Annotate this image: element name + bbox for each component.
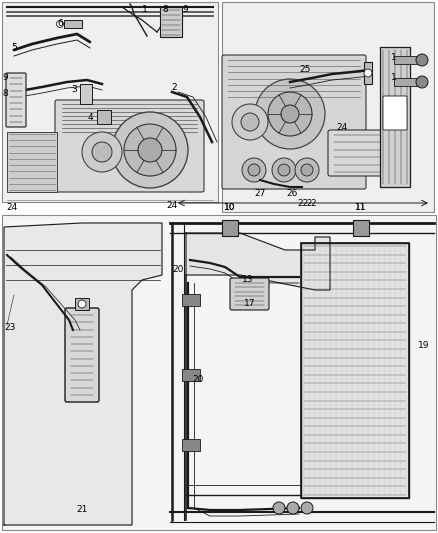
Circle shape — [272, 158, 296, 182]
Circle shape — [82, 132, 122, 172]
Bar — [222, 220, 238, 236]
Bar — [301, 243, 409, 498]
Text: 19: 19 — [418, 341, 430, 350]
Text: 24: 24 — [7, 203, 18, 212]
Circle shape — [416, 76, 428, 88]
Text: 24: 24 — [336, 123, 348, 132]
Text: 1: 1 — [391, 72, 397, 82]
Text: 1: 1 — [142, 5, 148, 14]
Bar — [222, 2, 434, 212]
Polygon shape — [4, 223, 162, 525]
Text: 9: 9 — [2, 72, 8, 82]
Text: 9: 9 — [182, 5, 188, 14]
Circle shape — [92, 142, 112, 162]
FancyBboxPatch shape — [7, 132, 57, 192]
Text: 22: 22 — [297, 198, 309, 207]
Text: 22: 22 — [307, 198, 317, 207]
Bar — [2, 215, 436, 530]
Text: 3: 3 — [71, 85, 77, 94]
Bar — [353, 220, 369, 236]
Circle shape — [287, 502, 299, 514]
Text: 6: 6 — [57, 20, 63, 28]
Circle shape — [78, 300, 86, 308]
Circle shape — [301, 502, 313, 514]
Bar — [97, 110, 111, 124]
Text: 2: 2 — [171, 84, 177, 93]
Bar — [182, 369, 200, 381]
Circle shape — [278, 164, 290, 176]
Circle shape — [364, 69, 372, 77]
Text: 20: 20 — [192, 376, 204, 384]
Circle shape — [232, 104, 268, 140]
Circle shape — [268, 92, 312, 136]
Text: 25: 25 — [299, 66, 311, 75]
Text: 26: 26 — [286, 190, 298, 198]
Circle shape — [242, 158, 266, 182]
FancyBboxPatch shape — [328, 130, 384, 176]
Bar — [394, 56, 420, 64]
Bar — [380, 47, 410, 187]
Text: 10: 10 — [224, 203, 236, 212]
Circle shape — [112, 112, 188, 188]
Bar — [182, 439, 200, 451]
Text: 8: 8 — [2, 90, 8, 99]
Text: 11: 11 — [355, 203, 367, 212]
Text: 10: 10 — [224, 203, 236, 212]
Text: 4: 4 — [87, 114, 93, 123]
Text: 13: 13 — [242, 276, 254, 285]
Text: 8: 8 — [162, 5, 168, 14]
Bar — [364, 62, 372, 84]
FancyBboxPatch shape — [230, 278, 269, 310]
Circle shape — [124, 124, 176, 176]
Bar — [394, 78, 420, 86]
Text: 27: 27 — [254, 190, 266, 198]
Bar — [160, 7, 182, 37]
Text: 5: 5 — [11, 44, 17, 52]
Circle shape — [281, 105, 299, 123]
FancyBboxPatch shape — [6, 73, 26, 127]
Bar — [182, 294, 200, 306]
Text: 23: 23 — [4, 322, 16, 332]
Text: 20: 20 — [172, 265, 184, 274]
Circle shape — [416, 54, 428, 66]
FancyBboxPatch shape — [383, 96, 407, 130]
Text: 24: 24 — [166, 200, 178, 209]
Circle shape — [241, 113, 259, 131]
Circle shape — [248, 164, 260, 176]
Circle shape — [301, 164, 313, 176]
Circle shape — [273, 502, 285, 514]
Bar — [64, 20, 82, 28]
Bar — [2, 2, 218, 202]
Bar — [80, 84, 92, 104]
Bar — [301, 243, 409, 498]
Text: 17: 17 — [244, 298, 256, 308]
Circle shape — [138, 138, 162, 162]
Circle shape — [295, 158, 319, 182]
FancyBboxPatch shape — [55, 100, 204, 192]
Text: 21: 21 — [76, 505, 88, 514]
Bar — [75, 298, 89, 310]
Text: 11: 11 — [355, 203, 367, 212]
FancyBboxPatch shape — [222, 55, 366, 189]
Text: 1: 1 — [391, 52, 397, 61]
FancyBboxPatch shape — [65, 308, 99, 402]
Polygon shape — [186, 233, 330, 290]
Circle shape — [255, 79, 325, 149]
Circle shape — [57, 20, 64, 28]
